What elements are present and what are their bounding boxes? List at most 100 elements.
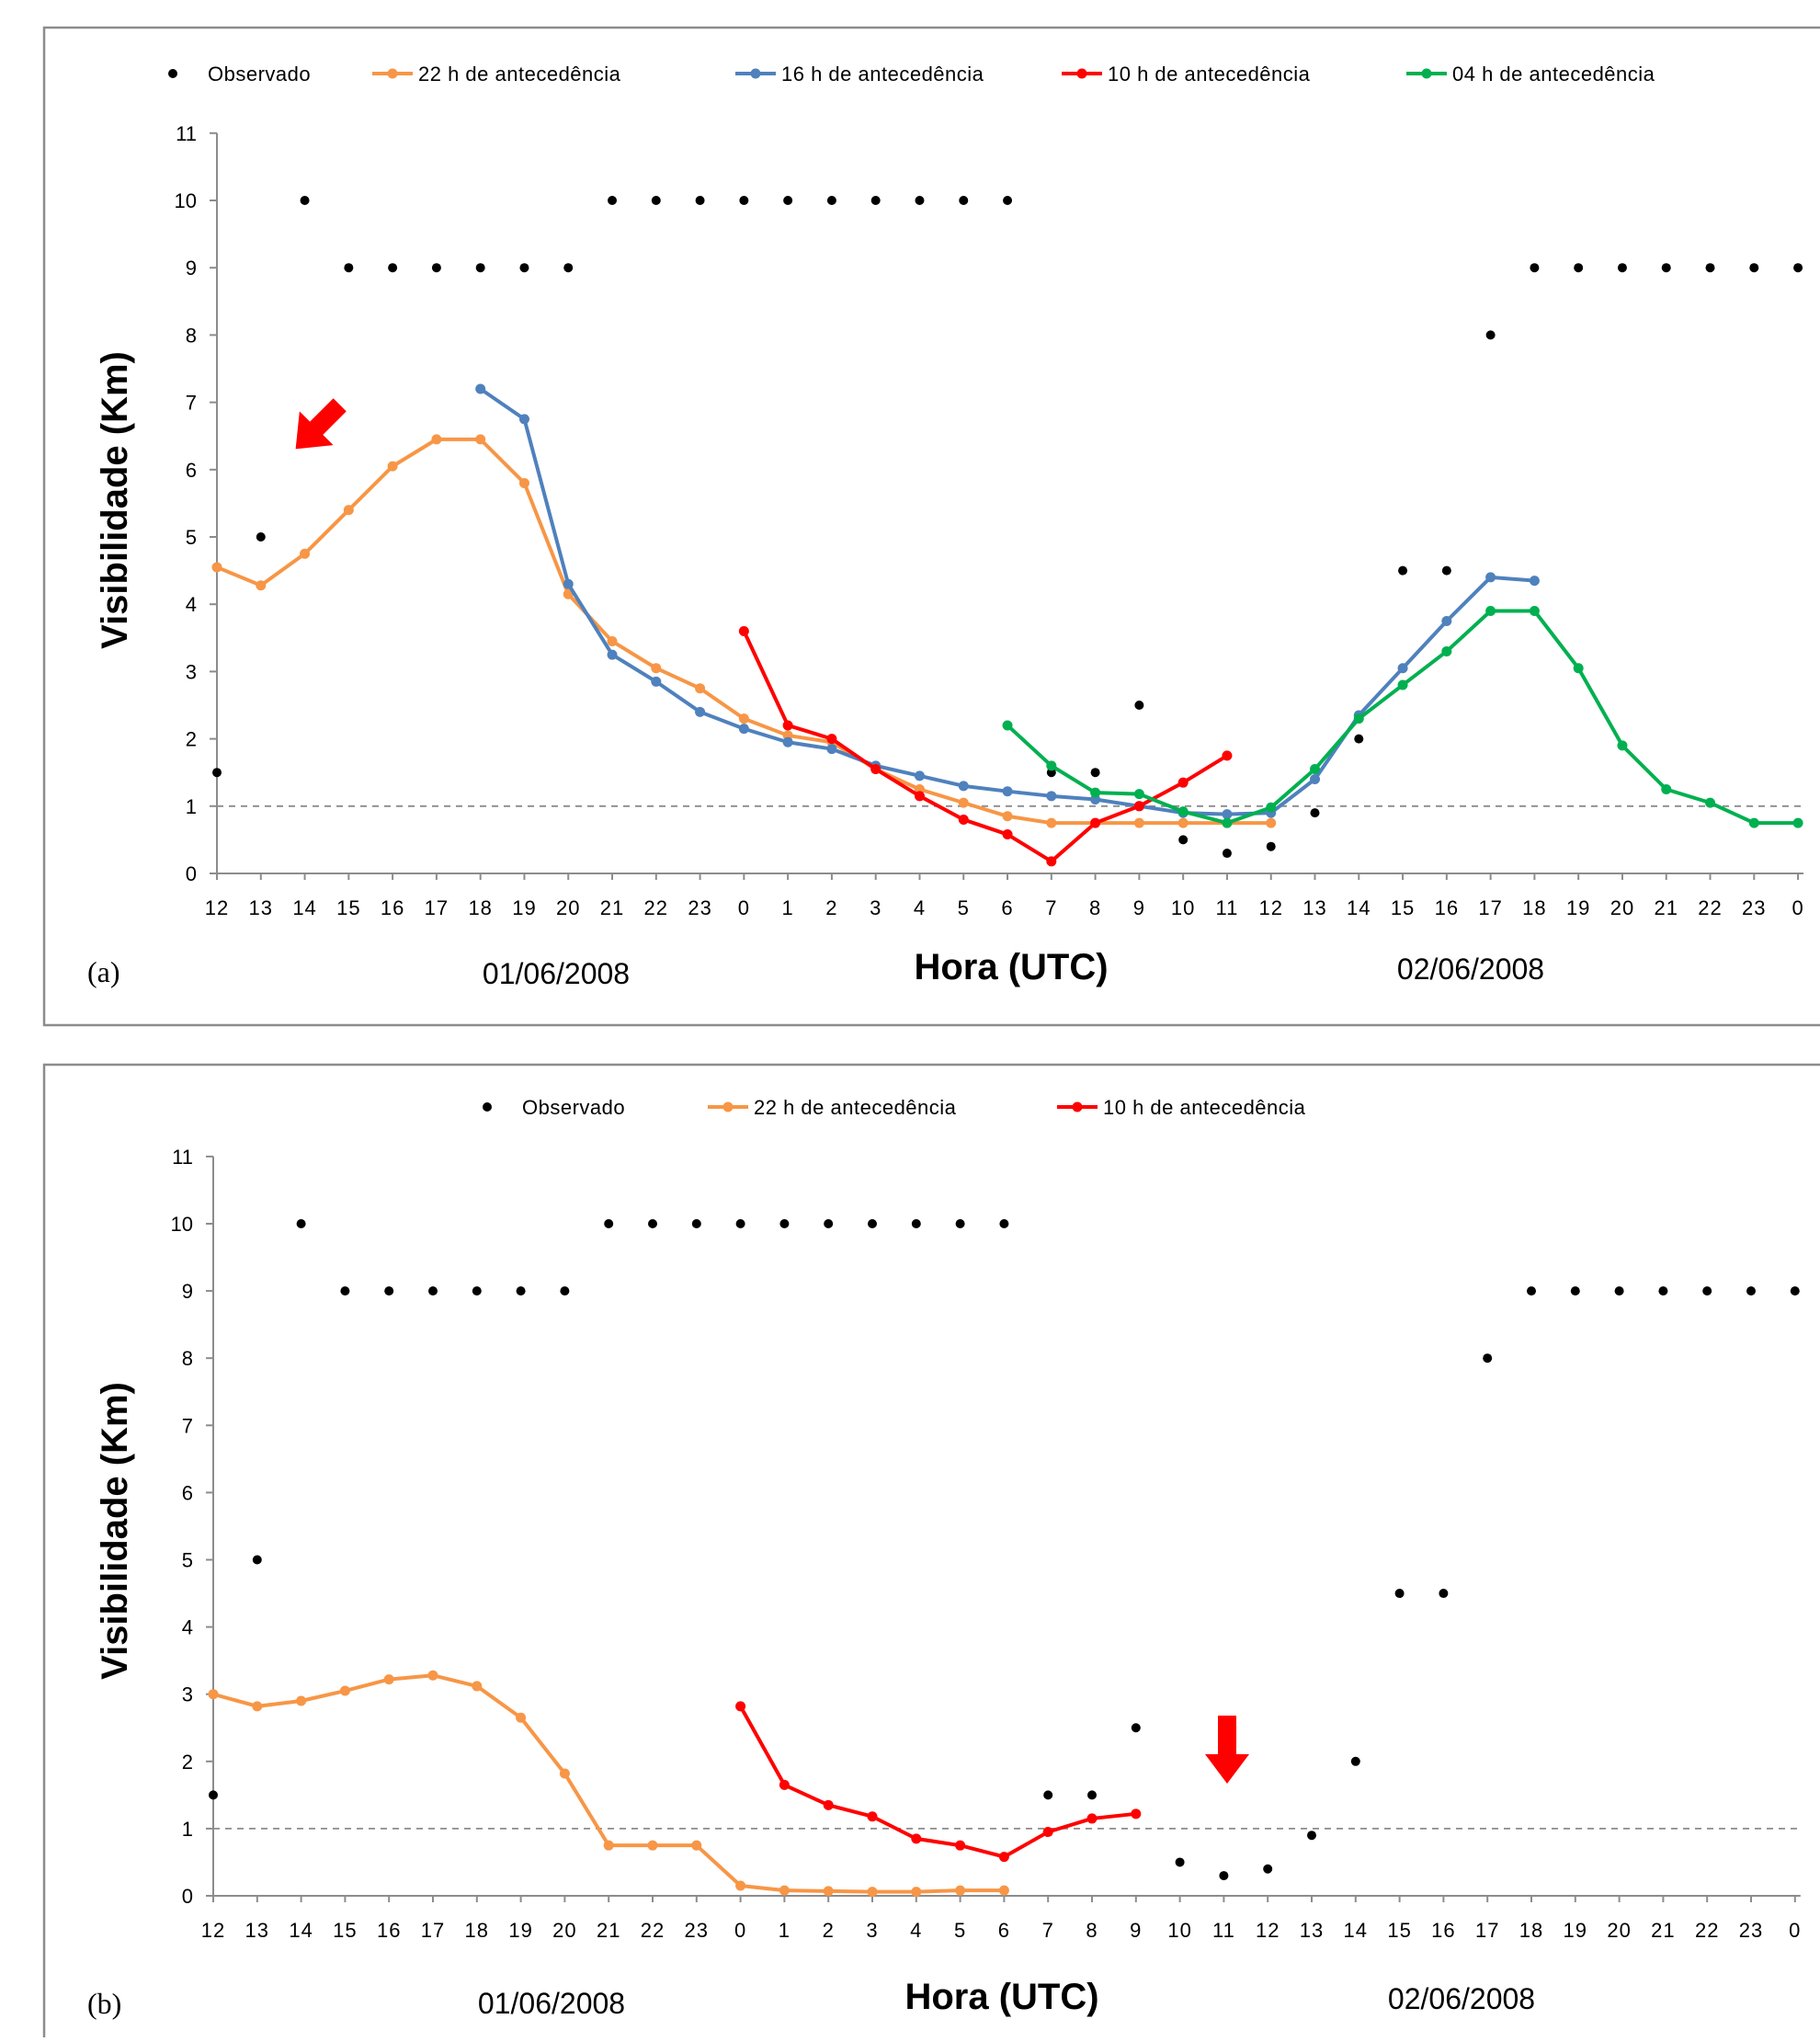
panel-a-series-1-marker [1002, 811, 1013, 822]
panel-a-x-tick-label: 12 [1258, 896, 1282, 919]
panel-a-series-4-marker [1705, 797, 1716, 808]
panel-b-series-0-point [1043, 1790, 1053, 1800]
panel-a-series-0-point [1090, 768, 1100, 778]
panel-a-series-0-point [608, 196, 618, 205]
panel-b-series-0-point [1483, 1353, 1493, 1363]
panel-b-series-0-point [868, 1219, 877, 1228]
panel-a-date-right: 02/06/2008 [1397, 953, 1544, 986]
panel-b-x-tick-label: 4 [910, 1919, 922, 1942]
panel-a-series-4-marker [1353, 713, 1364, 724]
panel-b-series-2-marker [1131, 1808, 1142, 1820]
panel-a-x-tick-label: 19 [512, 896, 536, 919]
panel-a-series-4-marker [1177, 806, 1189, 817]
panel-a-series-3-marker [826, 734, 837, 745]
panel-a-series-4-marker [1090, 787, 1101, 798]
panel-b-x-tick-label: 9 [1130, 1919, 1142, 1942]
panel-b-series-0-point [384, 1286, 394, 1296]
panel-a-series-1-marker [211, 562, 222, 573]
panel-a-series-0-point [1003, 196, 1013, 205]
panel-a-x-tick-label: 22 [644, 896, 668, 919]
panel-b-x-tick-label: 19 [1564, 1919, 1587, 1942]
panel-b-series-0-point [1614, 1286, 1624, 1296]
panel-b-x-tick-label: 20 [1607, 1919, 1631, 1942]
panel-a-series-4-marker [1266, 802, 1277, 813]
panel-b-series-2-marker [823, 1799, 834, 1810]
panel-a-series-0-point [388, 263, 398, 273]
panel-b-x-tick-label: 12 [201, 1919, 225, 1942]
panel-b-x-tick-label: 1 [779, 1919, 791, 1942]
panel-b-series-0-point [1394, 1589, 1405, 1599]
panel-b-x-tick-label: 2 [823, 1919, 835, 1942]
panel-a-series-1-marker [1133, 817, 1144, 828]
panel-a-series-0-point [1354, 734, 1364, 744]
panel-a-legend-3-label: 10 h de antecedência [1108, 63, 1311, 86]
panel-b-y-tick-label: 2 [182, 1751, 193, 1774]
panel-a-series-0-point [1574, 263, 1584, 273]
panel-b-series-0-point [1263, 1864, 1273, 1874]
panel-a-y-tick-label: 0 [186, 862, 197, 885]
panel-b-series-2-marker [735, 1701, 746, 1712]
panel-b-legend-0-swatch [483, 1102, 492, 1112]
panel-a-series-0-point [826, 196, 836, 205]
panel-a-series-2-marker [782, 736, 793, 747]
panel-a-series-4-marker [1661, 784, 1672, 794]
panel-a-x-tick-label: 21 [600, 896, 624, 919]
panel-b-series-2-marker [911, 1833, 922, 1844]
panel-b-y-tick-label: 1 [182, 1818, 193, 1841]
panel-a-series-1-marker [518, 477, 529, 488]
panel-b-series-0-point [1307, 1831, 1316, 1841]
panel-a-series-4-marker [1310, 764, 1320, 775]
panel-b-series-0-point [1746, 1286, 1756, 1296]
panel-a-series-0-point [1793, 263, 1803, 273]
panel-b-x-tick-label: 18 [465, 1919, 489, 1942]
panel-a-series-1-marker [738, 713, 749, 724]
panel-b-series-2-marker [1042, 1827, 1053, 1838]
panel-a-x-tick-label: 15 [336, 896, 360, 919]
panel-b-x-tick-label: 16 [377, 1919, 401, 1942]
panel-a-legend-4-swatch-marker [1421, 68, 1432, 79]
panel-b-series-0-point [1658, 1286, 1668, 1296]
panel-b-series-0-point [252, 1555, 262, 1565]
panel-b-series-1-marker [296, 1695, 307, 1706]
panel-a-series-0-point [1705, 263, 1715, 273]
panel-a-series-4-marker [1573, 663, 1584, 674]
panel-b-x-tick-label: 10 [1167, 1919, 1191, 1942]
panel-a-x-tick-label: 15 [1391, 896, 1415, 919]
panel-a-label: (a) [87, 955, 120, 988]
panel-a-x-tick-label: 13 [249, 896, 273, 919]
panel-a-series-0-point [870, 196, 881, 205]
panel-a-series-4-marker [1222, 817, 1233, 828]
panel-a-x-tick-label: 1 [782, 896, 794, 919]
panel-a-series-3-marker [914, 791, 925, 802]
panel-a-legend-2-swatch-marker [750, 68, 761, 79]
panel-a-series-0-point [212, 768, 222, 778]
panel-a-y-tick-label: 11 [176, 122, 197, 145]
panel-b-x-tick-label: 17 [1475, 1919, 1499, 1942]
panel-a-x-tick-label: 20 [556, 896, 580, 919]
panel-b-series-0-point [824, 1219, 834, 1228]
panel-a-y-tick-label: 8 [186, 324, 197, 347]
panel-a-series-2-marker [1310, 774, 1320, 785]
panel-b-arrow-annotation [1205, 1716, 1249, 1784]
panel-b-x-tick-label: 20 [552, 1919, 576, 1942]
panel-a-series-0-point [475, 263, 485, 273]
panel-a-series-0-point [344, 263, 354, 273]
panel-a-series-0-point [1441, 565, 1451, 576]
panel-a-arrow-shape [295, 398, 347, 450]
panel-b-series-2-marker [867, 1811, 878, 1822]
panel-b-series-1-marker [867, 1887, 878, 1898]
panel-a-y-tick-label: 1 [186, 795, 197, 818]
panel-a-series-4-marker [1748, 817, 1759, 828]
panel-b-series-0-point [735, 1219, 745, 1228]
panel-a-x-tick-label: 0 [738, 896, 750, 919]
panel-a-x-tick-label: 5 [958, 896, 970, 919]
panel-b-x-tick-label: 14 [289, 1919, 313, 1942]
panel-b-x-tick-label: 23 [685, 1919, 709, 1942]
panel-a-series-1-marker [475, 434, 486, 445]
panel-a-series-0-point [1266, 841, 1276, 851]
panel-a-series-0-point [1134, 701, 1144, 710]
panel-a-series-1-marker [695, 683, 706, 694]
panel-b-series-1-marker [735, 1880, 746, 1891]
panel-a-series-4-marker [1397, 679, 1408, 690]
panel-b-series-2-marker [779, 1779, 790, 1790]
